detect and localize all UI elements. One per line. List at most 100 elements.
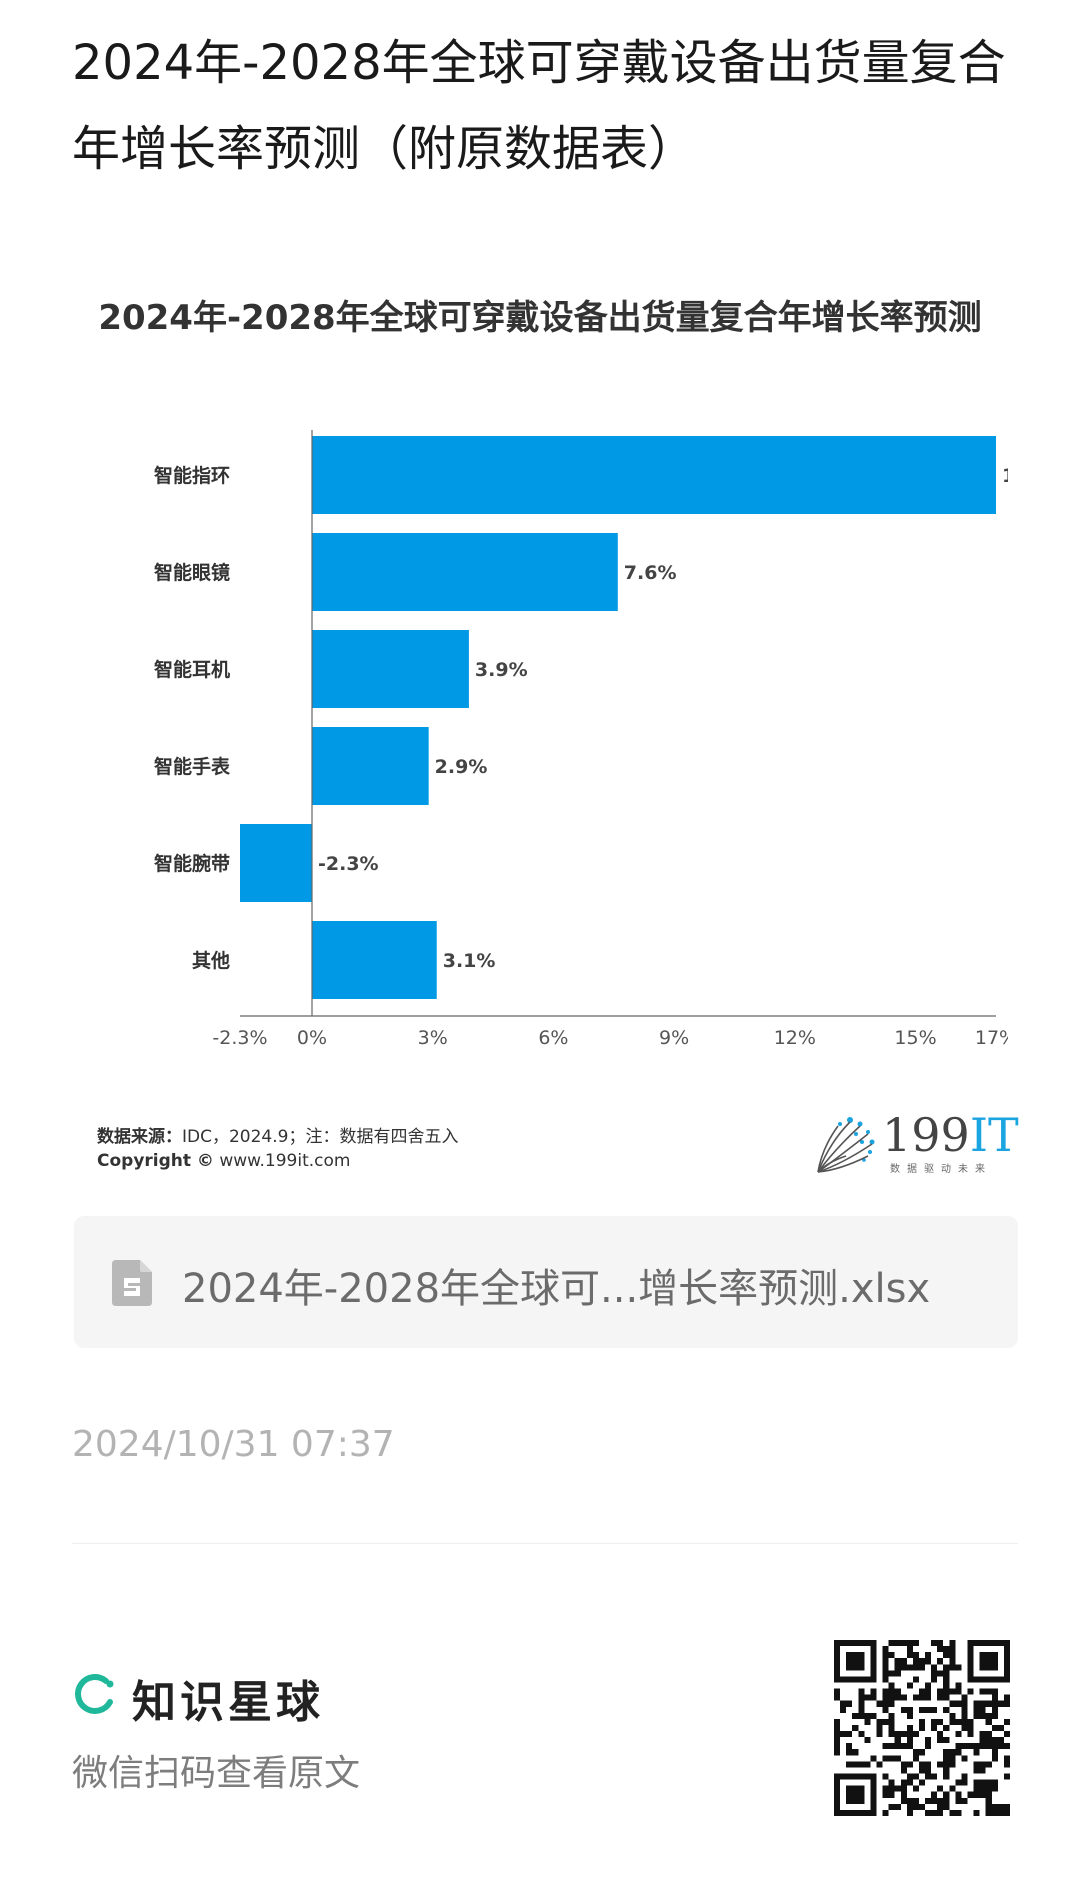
qr-module (906, 1731, 913, 1738)
qr-module (925, 1797, 932, 1804)
source-text: IDC，2024.9；注：数据有四舍五入 (182, 1127, 459, 1147)
x-tick-label-6: 15% (894, 1027, 936, 1049)
qr-module (943, 1694, 950, 1701)
qr-module (852, 1761, 859, 1768)
qr-module (979, 1779, 986, 1786)
qr-module (949, 1652, 956, 1659)
qr-module (900, 1743, 907, 1750)
qr-module (918, 1767, 926, 1774)
qr-module (840, 1706, 847, 1713)
qr-module (912, 1785, 919, 1792)
qr-module (949, 1785, 956, 1792)
x-tick-label-3: 6% (538, 1027, 568, 1049)
qr-module (997, 1700, 1004, 1707)
qr-module (955, 1688, 962, 1695)
qr-module (961, 1694, 968, 1701)
qr-module (949, 1658, 956, 1665)
copyright-label: Copyright © (97, 1151, 214, 1171)
qr-module (991, 1749, 998, 1756)
qr-module (997, 1737, 1004, 1744)
qr-module (961, 1712, 968, 1719)
qr-module (931, 1718, 938, 1725)
qr-module (888, 1755, 895, 1762)
qr-module (864, 1694, 871, 1701)
source-label: 数据来源： (97, 1127, 182, 1147)
qr-module (912, 1773, 919, 1780)
qr-module (955, 1700, 962, 1707)
qr-module (900, 1706, 907, 1713)
qr-module (894, 1688, 901, 1695)
qr-module (979, 1785, 986, 1792)
qr-module (888, 1652, 895, 1659)
qr-module (973, 1791, 980, 1798)
qr-finder-tl-core (846, 1652, 865, 1671)
logo-wordmark: 199IT (882, 1108, 1019, 1162)
x-tick-label-5: 12% (774, 1027, 816, 1049)
qr-module (955, 1664, 962, 1671)
data-label-5: 3.1% (443, 950, 496, 972)
bar-4 (240, 824, 312, 902)
qr-module (937, 1694, 944, 1701)
qr-module (912, 1797, 919, 1804)
qr-module (906, 1743, 913, 1750)
qr-module (925, 1682, 932, 1689)
qr-module (906, 1761, 913, 1768)
qr-module (973, 1712, 980, 1719)
qr-code-icon[interactable] (834, 1640, 1010, 1816)
qr-module (925, 1737, 932, 1744)
qr-module (973, 1779, 980, 1786)
qr-module (900, 1761, 907, 1768)
qr-module (894, 1664, 901, 1671)
bar-1 (312, 533, 618, 611)
qr-module (943, 1664, 950, 1671)
qr-module (961, 1718, 968, 1725)
qr-module (997, 1743, 1004, 1750)
qr-module (925, 1809, 932, 1816)
qr-module (991, 1712, 998, 1719)
qr-module (937, 1761, 944, 1768)
bar-5 (312, 921, 437, 999)
qr-module (943, 1737, 950, 1744)
qr-module (961, 1700, 968, 1707)
qr-module (900, 1731, 907, 1738)
qr-module (888, 1785, 895, 1792)
qr-module (937, 1640, 944, 1647)
qr-module (894, 1670, 901, 1677)
file-attachment[interactable]: 2024年-2028年全球可...增长率预测.xlsx (74, 1216, 1018, 1348)
bar-chart: 智能指环 17% 智能眼镜 7.6% 智能耳机 3.9% 智能手表 2.9% 智能腕带 -2.3%… (154, 430, 1008, 1049)
data-label-3: 2.9% (435, 756, 488, 778)
x-tick-label-1: 0% (297, 1027, 327, 1049)
qr-module (912, 1803, 919, 1810)
qr-module (858, 1761, 865, 1768)
qr-module (925, 1652, 932, 1659)
category-label-5: 其他 (192, 949, 230, 972)
qr-module (888, 1724, 895, 1732)
qr-module (943, 1646, 950, 1653)
qr-module (846, 1700, 853, 1707)
qr-module (900, 1767, 907, 1774)
qr-module (931, 1640, 938, 1647)
logo-number: 199 (882, 1108, 970, 1162)
qr-module (882, 1773, 889, 1780)
qr-module (937, 1785, 944, 1792)
qr-module (949, 1761, 956, 1768)
qr-module (840, 1700, 847, 1707)
qr-module (900, 1658, 907, 1665)
data-label-0: 17% (1002, 465, 1008, 487)
bar-3 (312, 727, 429, 805)
qr-module (973, 1761, 980, 1768)
qr-module (918, 1779, 926, 1786)
qr-module (888, 1718, 895, 1725)
qr-module (882, 1676, 889, 1683)
qr-module (906, 1779, 913, 1786)
qr-module (900, 1694, 907, 1701)
qr-module (858, 1700, 865, 1707)
qr-module (852, 1724, 859, 1732)
qr-module (991, 1743, 998, 1750)
qr-module (997, 1724, 1004, 1732)
qr-module (1003, 1694, 1010, 1701)
qr-module (900, 1791, 907, 1798)
qr-module (949, 1664, 956, 1671)
chart-title: 2024年-2028年全球可穿戴设备出货量复合年增长率预测 (98, 298, 982, 338)
qr-module (906, 1809, 913, 1816)
